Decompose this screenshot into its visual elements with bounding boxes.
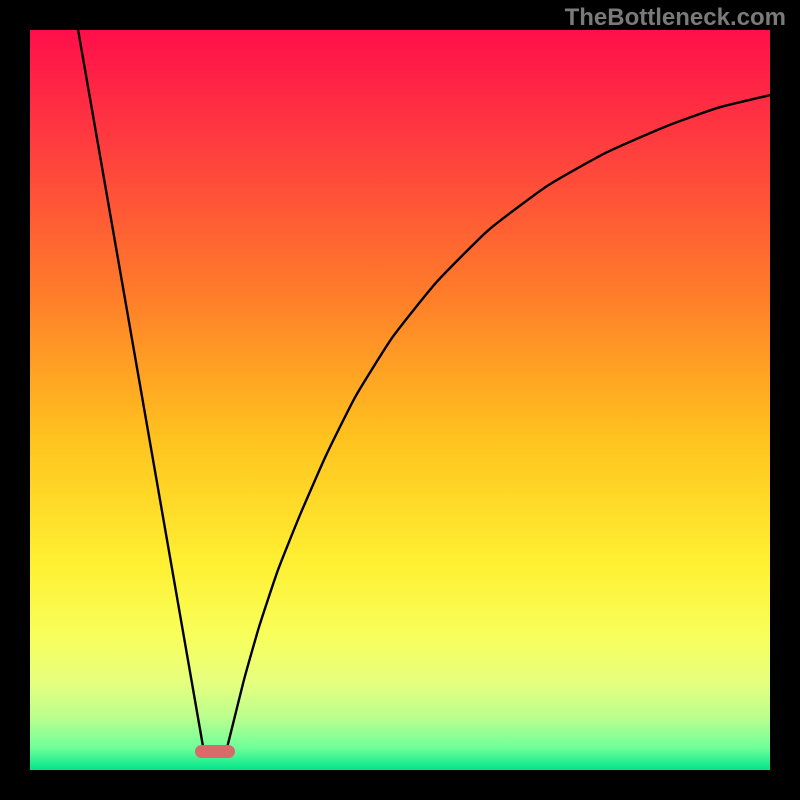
frame-bottom (0, 770, 800, 800)
attribution-text: TheBottleneck.com (565, 4, 786, 32)
minimum-marker (195, 745, 236, 758)
frame-left (0, 0, 30, 800)
bottleneck-curve (30, 30, 770, 770)
frame-right (770, 0, 800, 800)
plot-area (30, 30, 770, 770)
chart-container: TheBottleneck.com (0, 0, 800, 800)
